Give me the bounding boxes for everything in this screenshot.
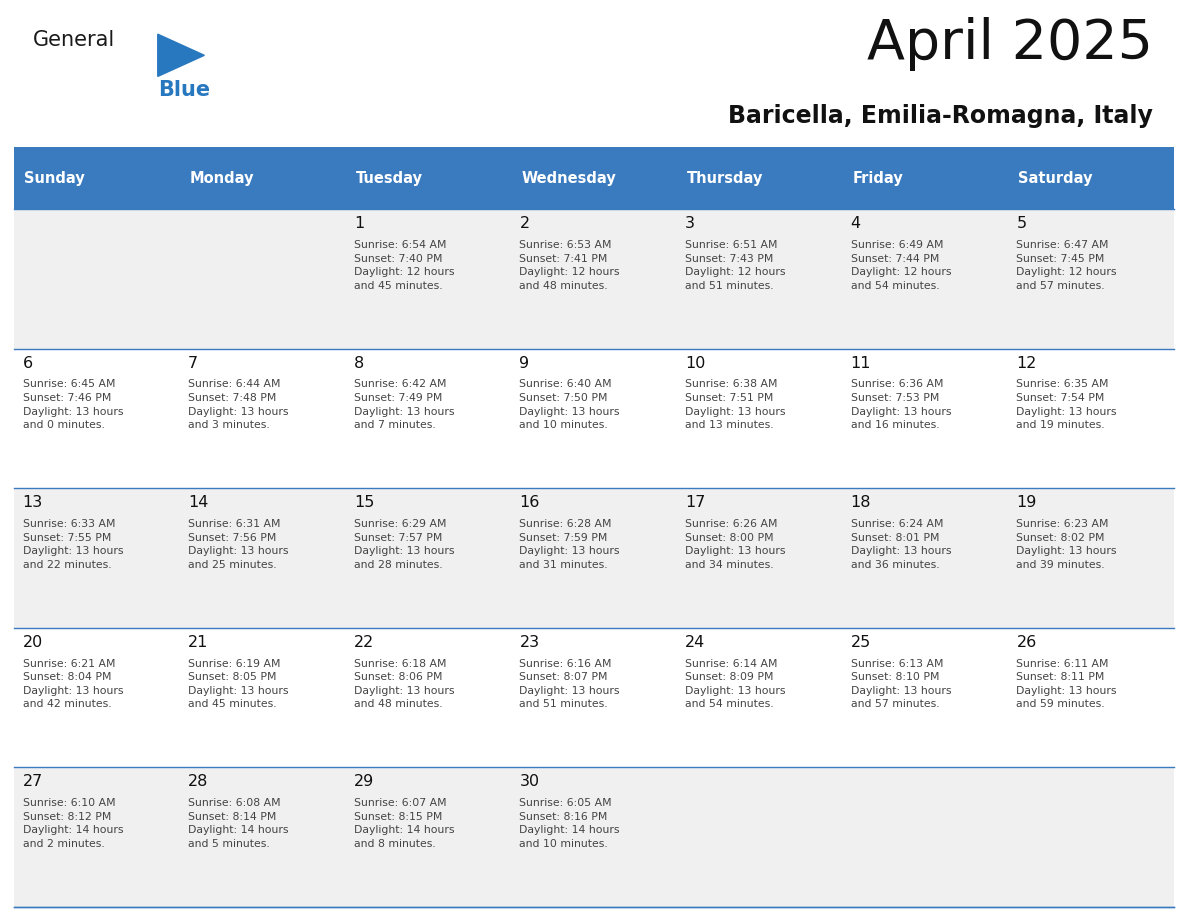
- Text: Sunday: Sunday: [24, 171, 86, 185]
- Text: 7: 7: [188, 356, 198, 371]
- Text: Sunrise: 6:18 AM
Sunset: 8:06 PM
Daylight: 13 hours
and 48 minutes.: Sunrise: 6:18 AM Sunset: 8:06 PM Dayligh…: [354, 658, 454, 710]
- Text: 22: 22: [354, 635, 374, 650]
- Text: Sunrise: 6:47 AM
Sunset: 7:45 PM
Daylight: 12 hours
and 57 minutes.: Sunrise: 6:47 AM Sunset: 7:45 PM Dayligh…: [1017, 240, 1117, 291]
- Bar: [14, 147, 179, 209]
- Text: Saturday: Saturday: [1018, 171, 1093, 185]
- Text: Sunrise: 6:51 AM
Sunset: 7:43 PM
Daylight: 12 hours
and 51 minutes.: Sunrise: 6:51 AM Sunset: 7:43 PM Dayligh…: [685, 240, 785, 291]
- Text: Thursday: Thursday: [687, 171, 763, 185]
- Text: General: General: [33, 30, 115, 50]
- Bar: [842, 147, 1009, 209]
- Bar: [14, 488, 1174, 628]
- Text: Sunrise: 6:54 AM
Sunset: 7:40 PM
Daylight: 12 hours
and 45 minutes.: Sunrise: 6:54 AM Sunset: 7:40 PM Dayligh…: [354, 240, 454, 291]
- Text: Sunrise: 6:24 AM
Sunset: 8:01 PM
Daylight: 13 hours
and 36 minutes.: Sunrise: 6:24 AM Sunset: 8:01 PM Dayligh…: [851, 519, 952, 570]
- Text: 4: 4: [851, 216, 861, 231]
- Text: 6: 6: [23, 356, 32, 371]
- Text: 21: 21: [188, 635, 209, 650]
- Text: 10: 10: [685, 356, 706, 371]
- Text: Sunrise: 6:53 AM
Sunset: 7:41 PM
Daylight: 12 hours
and 48 minutes.: Sunrise: 6:53 AM Sunset: 7:41 PM Dayligh…: [519, 240, 620, 291]
- Text: 1: 1: [354, 216, 364, 231]
- Text: Sunrise: 6:26 AM
Sunset: 8:00 PM
Daylight: 13 hours
and 34 minutes.: Sunrise: 6:26 AM Sunset: 8:00 PM Dayligh…: [685, 519, 785, 570]
- Text: 2: 2: [519, 216, 530, 231]
- Bar: [346, 147, 511, 209]
- Text: Sunrise: 6:49 AM
Sunset: 7:44 PM
Daylight: 12 hours
and 54 minutes.: Sunrise: 6:49 AM Sunset: 7:44 PM Dayligh…: [851, 240, 952, 291]
- Text: Sunrise: 6:14 AM
Sunset: 8:09 PM
Daylight: 13 hours
and 54 minutes.: Sunrise: 6:14 AM Sunset: 8:09 PM Dayligh…: [685, 658, 785, 710]
- Text: 20: 20: [23, 635, 43, 650]
- Polygon shape: [158, 34, 204, 76]
- Text: Sunrise: 6:42 AM
Sunset: 7:49 PM
Daylight: 13 hours
and 7 minutes.: Sunrise: 6:42 AM Sunset: 7:49 PM Dayligh…: [354, 379, 454, 431]
- Text: April 2025: April 2025: [866, 17, 1152, 72]
- Text: 28: 28: [188, 775, 209, 789]
- Text: 12: 12: [1017, 356, 1037, 371]
- Bar: [14, 767, 1174, 907]
- Text: 14: 14: [188, 496, 209, 510]
- Text: Sunrise: 6:35 AM
Sunset: 7:54 PM
Daylight: 13 hours
and 19 minutes.: Sunrise: 6:35 AM Sunset: 7:54 PM Dayligh…: [1017, 379, 1117, 431]
- Text: Sunrise: 6:36 AM
Sunset: 7:53 PM
Daylight: 13 hours
and 16 minutes.: Sunrise: 6:36 AM Sunset: 7:53 PM Dayligh…: [851, 379, 952, 431]
- Text: Sunrise: 6:11 AM
Sunset: 8:11 PM
Daylight: 13 hours
and 59 minutes.: Sunrise: 6:11 AM Sunset: 8:11 PM Dayligh…: [1017, 658, 1117, 710]
- Text: 5: 5: [1017, 216, 1026, 231]
- Text: 19: 19: [1017, 496, 1037, 510]
- Text: Sunrise: 6:38 AM
Sunset: 7:51 PM
Daylight: 13 hours
and 13 minutes.: Sunrise: 6:38 AM Sunset: 7:51 PM Dayligh…: [685, 379, 785, 431]
- Text: 8: 8: [354, 356, 364, 371]
- Text: Monday: Monday: [190, 171, 254, 185]
- Text: Sunrise: 6:31 AM
Sunset: 7:56 PM
Daylight: 13 hours
and 25 minutes.: Sunrise: 6:31 AM Sunset: 7:56 PM Dayligh…: [188, 519, 289, 570]
- Text: Sunrise: 6:07 AM
Sunset: 8:15 PM
Daylight: 14 hours
and 8 minutes.: Sunrise: 6:07 AM Sunset: 8:15 PM Dayligh…: [354, 798, 454, 849]
- Text: Sunrise: 6:19 AM
Sunset: 8:05 PM
Daylight: 13 hours
and 45 minutes.: Sunrise: 6:19 AM Sunset: 8:05 PM Dayligh…: [188, 658, 289, 710]
- Text: Blue: Blue: [158, 80, 210, 99]
- Text: 16: 16: [519, 496, 539, 510]
- Text: 23: 23: [519, 635, 539, 650]
- Text: Sunrise: 6:05 AM
Sunset: 8:16 PM
Daylight: 14 hours
and 10 minutes.: Sunrise: 6:05 AM Sunset: 8:16 PM Dayligh…: [519, 798, 620, 849]
- Text: Sunrise: 6:44 AM
Sunset: 7:48 PM
Daylight: 13 hours
and 3 minutes.: Sunrise: 6:44 AM Sunset: 7:48 PM Dayligh…: [188, 379, 289, 431]
- Bar: [511, 147, 677, 209]
- Text: Sunrise: 6:40 AM
Sunset: 7:50 PM
Daylight: 13 hours
and 10 minutes.: Sunrise: 6:40 AM Sunset: 7:50 PM Dayligh…: [519, 379, 620, 431]
- Text: 3: 3: [685, 216, 695, 231]
- Text: Wednesday: Wednesday: [522, 171, 615, 185]
- Text: Tuesday: Tuesday: [355, 171, 423, 185]
- Text: 24: 24: [685, 635, 706, 650]
- Bar: [14, 209, 1174, 349]
- Bar: [1009, 147, 1174, 209]
- Text: Sunrise: 6:29 AM
Sunset: 7:57 PM
Daylight: 13 hours
and 28 minutes.: Sunrise: 6:29 AM Sunset: 7:57 PM Dayligh…: [354, 519, 454, 570]
- Text: 29: 29: [354, 775, 374, 789]
- Text: Sunrise: 6:16 AM
Sunset: 8:07 PM
Daylight: 13 hours
and 51 minutes.: Sunrise: 6:16 AM Sunset: 8:07 PM Dayligh…: [519, 658, 620, 710]
- Bar: [179, 147, 346, 209]
- Text: Sunrise: 6:28 AM
Sunset: 7:59 PM
Daylight: 13 hours
and 31 minutes.: Sunrise: 6:28 AM Sunset: 7:59 PM Dayligh…: [519, 519, 620, 570]
- Text: Sunrise: 6:21 AM
Sunset: 8:04 PM
Daylight: 13 hours
and 42 minutes.: Sunrise: 6:21 AM Sunset: 8:04 PM Dayligh…: [23, 658, 124, 710]
- Text: 13: 13: [23, 496, 43, 510]
- Text: 9: 9: [519, 356, 530, 371]
- Bar: [14, 628, 1174, 767]
- Text: Sunrise: 6:45 AM
Sunset: 7:46 PM
Daylight: 13 hours
and 0 minutes.: Sunrise: 6:45 AM Sunset: 7:46 PM Dayligh…: [23, 379, 124, 431]
- Text: Sunrise: 6:10 AM
Sunset: 8:12 PM
Daylight: 14 hours
and 2 minutes.: Sunrise: 6:10 AM Sunset: 8:12 PM Dayligh…: [23, 798, 124, 849]
- Text: Sunrise: 6:33 AM
Sunset: 7:55 PM
Daylight: 13 hours
and 22 minutes.: Sunrise: 6:33 AM Sunset: 7:55 PM Dayligh…: [23, 519, 124, 570]
- Text: 26: 26: [1017, 635, 1037, 650]
- Text: Sunrise: 6:23 AM
Sunset: 8:02 PM
Daylight: 13 hours
and 39 minutes.: Sunrise: 6:23 AM Sunset: 8:02 PM Dayligh…: [1017, 519, 1117, 570]
- Text: Friday: Friday: [853, 171, 903, 185]
- Bar: [677, 147, 842, 209]
- Text: Sunrise: 6:13 AM
Sunset: 8:10 PM
Daylight: 13 hours
and 57 minutes.: Sunrise: 6:13 AM Sunset: 8:10 PM Dayligh…: [851, 658, 952, 710]
- Text: 18: 18: [851, 496, 871, 510]
- Text: Baricella, Emilia-Romagna, Italy: Baricella, Emilia-Romagna, Italy: [728, 104, 1152, 128]
- Text: 30: 30: [519, 775, 539, 789]
- Text: Sunrise: 6:08 AM
Sunset: 8:14 PM
Daylight: 14 hours
and 5 minutes.: Sunrise: 6:08 AM Sunset: 8:14 PM Dayligh…: [188, 798, 289, 849]
- Text: 15: 15: [354, 496, 374, 510]
- Text: 27: 27: [23, 775, 43, 789]
- Text: 11: 11: [851, 356, 871, 371]
- Text: 25: 25: [851, 635, 871, 650]
- Text: 17: 17: [685, 496, 706, 510]
- Bar: [14, 349, 1174, 488]
